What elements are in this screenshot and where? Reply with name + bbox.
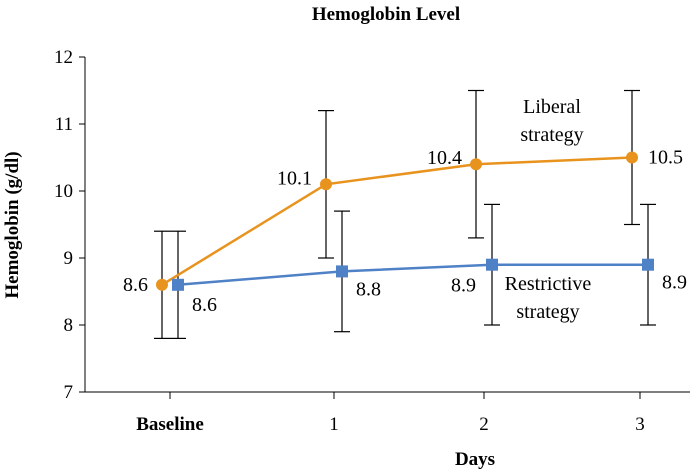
data-label: 8.6 xyxy=(192,294,217,316)
data-label: 10.5 xyxy=(648,147,683,169)
series-lines xyxy=(161,156,648,287)
series-markers xyxy=(156,151,654,291)
liberal-strategy-point xyxy=(320,178,332,191)
liberal-strategy-point xyxy=(470,158,482,171)
y-tick-label: 11 xyxy=(55,114,73,135)
y-tick-label: 9 xyxy=(64,248,74,269)
y-axis-ticks: 7 8 9 10 11 12 xyxy=(54,47,85,403)
data-labels: 8.6 10.1 10.4 10.5 8.6 8.8 8.9 8.9 xyxy=(123,147,687,316)
data-label: 8.9 xyxy=(662,272,687,294)
y-tick-label: 12 xyxy=(54,47,73,68)
restrictive-strategy-annotation: strategy xyxy=(516,301,579,323)
chart-title: Hemoglobin Level xyxy=(312,4,460,25)
data-label: 8.8 xyxy=(356,278,381,300)
x-tick-label: 3 xyxy=(635,414,645,435)
liberal-strategy-line xyxy=(161,156,633,286)
data-label: 8.9 xyxy=(451,275,476,297)
liberal-strategy-annotation: Liberal xyxy=(523,96,581,118)
x-axis-title: Days xyxy=(455,449,495,470)
y-axis-title: Hemoglobin (g/dl) xyxy=(2,151,23,298)
x-axis-ticks: Baseline 1 2 3 xyxy=(136,392,645,435)
y-tick-label: 10 xyxy=(54,181,73,202)
data-label: 10.1 xyxy=(277,167,312,189)
restrictive-strategy-point xyxy=(642,258,654,271)
x-tick-label: 1 xyxy=(329,414,339,435)
x-tick-label: 2 xyxy=(479,414,489,435)
liberal-strategy-point xyxy=(626,151,638,164)
restrictive-strategy-point xyxy=(486,258,498,271)
y-tick-label: 7 xyxy=(64,382,74,403)
liberal-strategy-point xyxy=(156,278,168,291)
y-tick-label: 8 xyxy=(64,315,74,336)
data-label: 8.6 xyxy=(123,274,148,296)
x-tick-label: Baseline xyxy=(136,414,204,435)
restrictive-strategy-annotation: Restrictive xyxy=(505,273,592,295)
liberal-strategy-annotation: strategy xyxy=(520,124,583,146)
series-annotations: Liberal strategy Restrictive strategy xyxy=(505,96,592,323)
restrictive-strategy-point xyxy=(172,278,184,291)
data-label: 10.4 xyxy=(427,147,462,169)
restrictive-strategy-line xyxy=(177,263,648,287)
restrictive-strategy-point xyxy=(336,265,348,278)
